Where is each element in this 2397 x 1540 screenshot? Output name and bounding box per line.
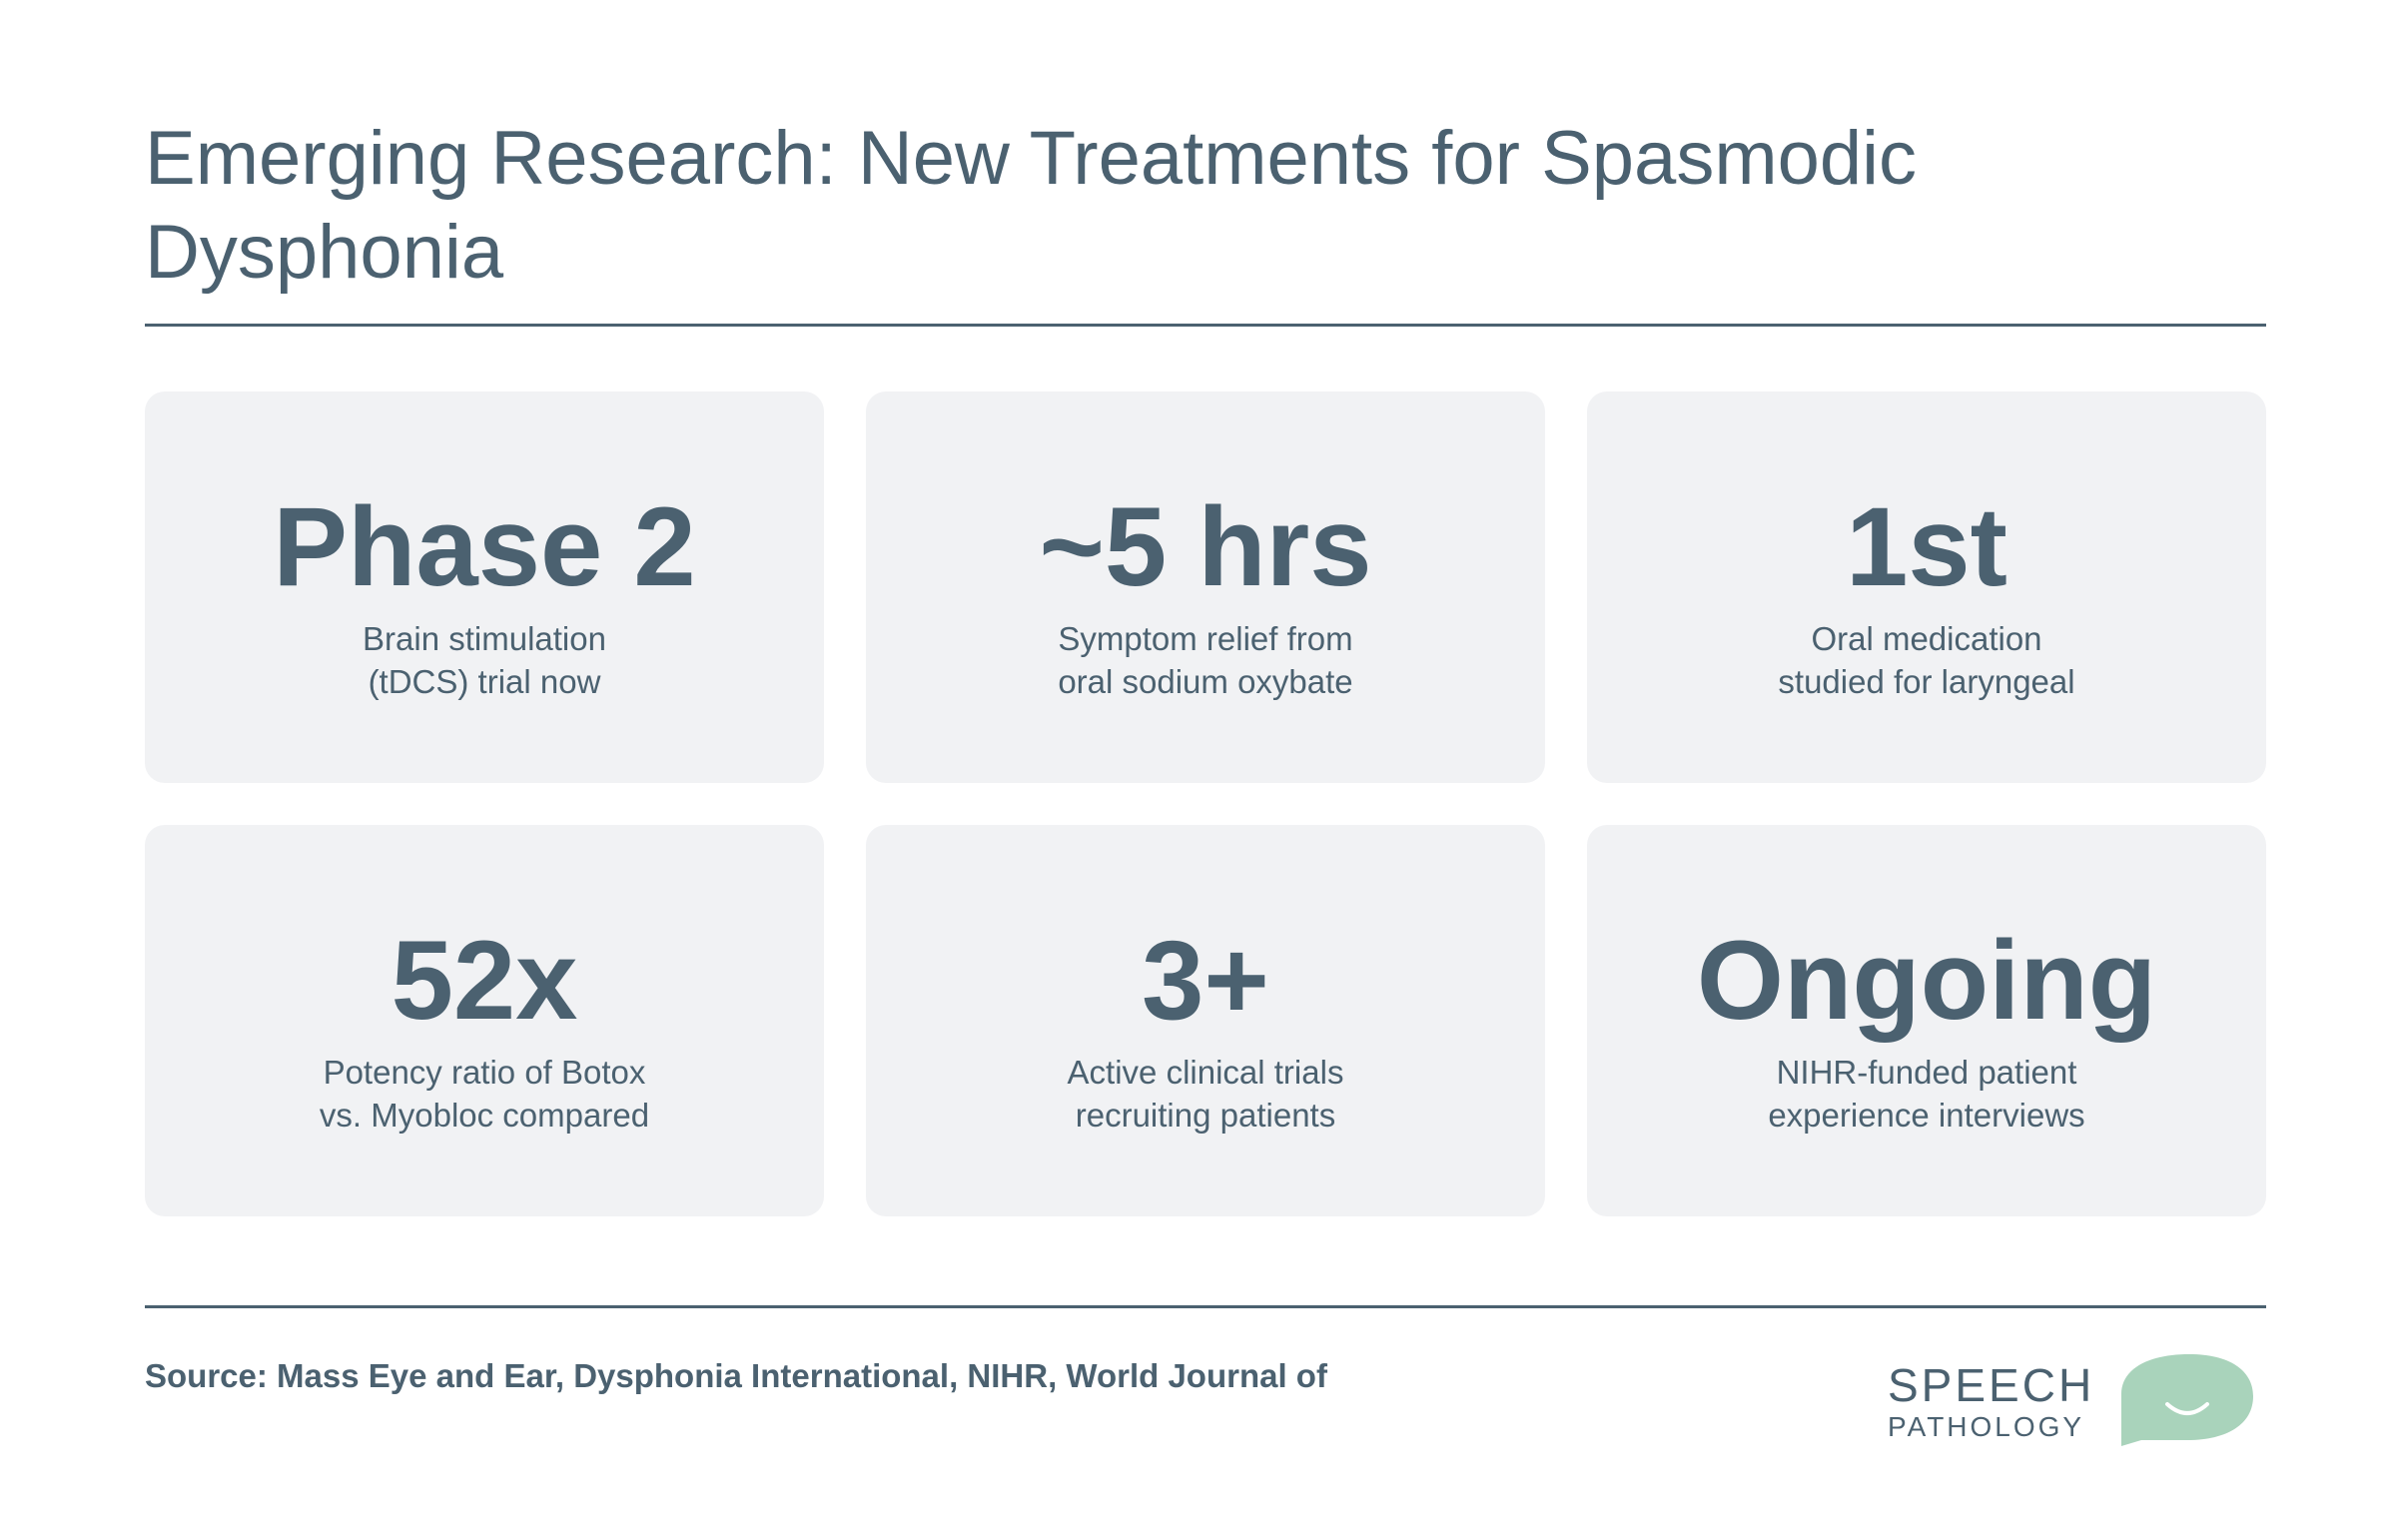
source-citation: Source: Mass Eye and Ear, Dysphonia Inte… [145, 1357, 1327, 1394]
stat-description-line: NIHR-funded patient [1776, 1054, 2077, 1091]
logo-text-speech: SPEECH [1888, 1359, 2095, 1411]
stat-value: Ongoing [1696, 918, 2157, 1043]
stat-description: Active clinical trials recruiting patien… [926, 1051, 1485, 1137]
stat-description-line: Brain stimulation [363, 620, 606, 657]
stat-card-clinical-trials: 3+ Active clinical trials recruiting pat… [866, 825, 1545, 1216]
stat-value: 1st [1846, 484, 2007, 609]
stat-description: Potency ratio of Botox vs. Myobloc compa… [205, 1051, 764, 1137]
stat-card-potency-ratio: 52x Potency ratio of Botox vs. Myobloc c… [145, 825, 824, 1216]
stat-description-line: vs. Myobloc compared [319, 1097, 650, 1134]
stat-description-line: (tDCS) trial now [368, 663, 601, 700]
stat-value: 52x [391, 918, 578, 1043]
footer-divider [145, 1305, 2266, 1308]
title-divider [145, 324, 2266, 327]
logo-text-pathology: PATHOLOGY [1888, 1411, 2085, 1442]
page-title: Emerging Research: New Treatments for Sp… [145, 116, 1918, 295]
stat-description-line: recruiting patients [1075, 1097, 1336, 1134]
stat-description: Symptom relief from oral sodium oxybate [926, 617, 1485, 703]
stat-card-phase: Phase 2 Brain stimulation (tDCS) trial n… [145, 391, 824, 783]
stats-grid: Phase 2 Brain stimulation (tDCS) trial n… [145, 391, 2266, 1216]
stat-description-line: Potency ratio of Botox [323, 1054, 646, 1091]
stat-description: Oral medication studied for laryngeal [1647, 617, 2206, 703]
stat-description-line: experience interviews [1768, 1097, 2085, 1134]
stat-description-line: Active clinical trials [1067, 1054, 1344, 1091]
stat-description: NIHR-funded patient experience interview… [1647, 1051, 2206, 1137]
stat-description-line: Oral medication [1811, 620, 2042, 657]
speech-bubble-smile-icon [2121, 1354, 2253, 1446]
stat-value: ~5 hrs [1039, 484, 1372, 609]
stat-description-line: oral sodium oxybate [1058, 663, 1353, 700]
speech-pathology-logo: SPEECH PATHOLOGY [1888, 1350, 2257, 1446]
stat-value: 3+ [1142, 918, 1269, 1043]
stat-description-line: studied for laryngeal [1778, 663, 2075, 700]
stat-value: Phase 2 [273, 484, 696, 609]
stat-card-first-oral: 1st Oral medication studied for laryngea… [1587, 391, 2266, 783]
stat-description-line: Symptom relief from [1058, 620, 1353, 657]
stat-card-relief-duration: ~5 hrs Symptom relief from oral sodium o… [866, 391, 1545, 783]
stat-card-ongoing-interviews: Ongoing NIHR-funded patient experience i… [1587, 825, 2266, 1216]
stat-description: Brain stimulation (tDCS) trial now [205, 617, 764, 703]
